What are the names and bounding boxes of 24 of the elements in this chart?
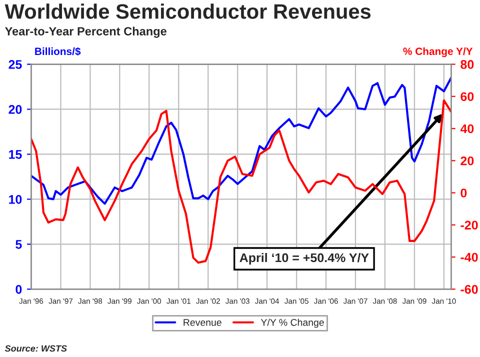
y-tick-label: 15 [9, 150, 22, 159]
y-tick-label: 5 [16, 240, 22, 249]
source-note: Source: WSTS [4, 345, 67, 352]
line-series [31, 99, 452, 264]
legend-label: Revenue [184, 319, 222, 326]
y-tick-label: 0 [16, 284, 22, 294]
y2-tick-label: 0 [460, 188, 467, 198]
legend-label: Y/Y % Change [260, 318, 324, 328]
y2-tick-label: 80 [460, 60, 474, 69]
y2-tick-label: -20 [460, 220, 478, 230]
y-axis-title: Billions/$ [35, 47, 81, 56]
y2-tick-label: -60 [460, 284, 478, 294]
y2-tick-label: 40 [460, 124, 474, 134]
chart-subtitle: Year-to-Year Percent Change [5, 26, 166, 38]
y-tick-label: 10 [9, 195, 22, 204]
y-tick-label: 20 [8, 105, 22, 114]
y2-tick-label: 60 [460, 92, 474, 102]
annotation: April ‘10 = +50.4% Y/Y [240, 252, 369, 265]
y2-tick-label: -40 [460, 252, 478, 262]
y-tick-label: 25 [8, 60, 22, 69]
y2-tick-label: 20 [460, 156, 474, 166]
y2-axis-title: % Change Y/Y [403, 47, 473, 58]
line-series [31, 76, 452, 205]
chart-title: Worldwide Semiconductor Revenues [4, 4, 371, 19]
